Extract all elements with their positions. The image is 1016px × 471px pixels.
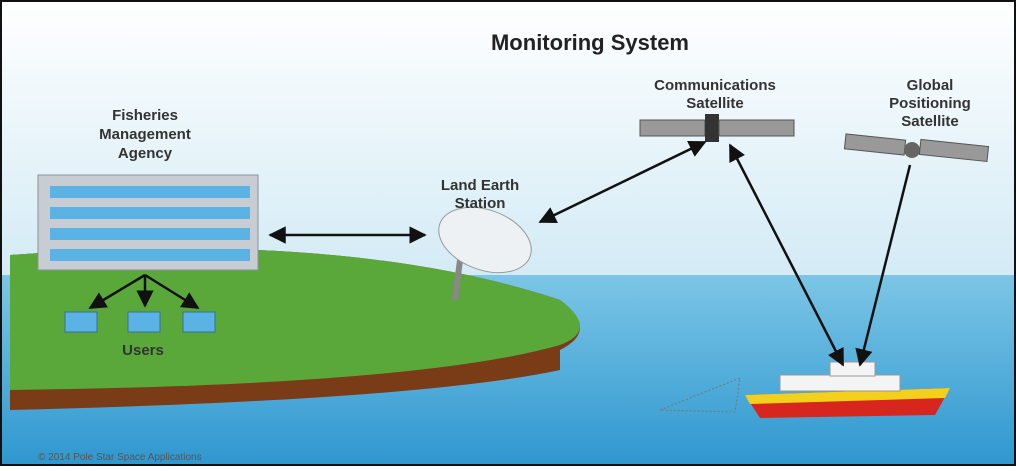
footer: © 2014 Pole Star Space Applications	[38, 452, 202, 463]
node-label: Management	[99, 126, 191, 143]
node-label: Station	[455, 195, 506, 212]
page: Monitoring System Fisheries Management A…	[0, 0, 1016, 471]
node-label: Satellite	[901, 113, 959, 130]
node-label: Positioning	[889, 95, 971, 112]
node-label: Fisheries	[112, 107, 178, 124]
node-label: Communications	[654, 77, 776, 94]
monitors	[65, 312, 215, 332]
node-label: Global	[907, 77, 954, 94]
title: Monitoring System	[491, 30, 689, 55]
building	[38, 175, 258, 270]
node-label: Satellite	[686, 95, 744, 112]
diagram: Monitoring System Fisheries Management A…	[0, 0, 1016, 466]
node-label: Users	[122, 342, 164, 359]
node-label: Land Earth	[441, 177, 519, 194]
node-label: Agency	[118, 145, 173, 162]
